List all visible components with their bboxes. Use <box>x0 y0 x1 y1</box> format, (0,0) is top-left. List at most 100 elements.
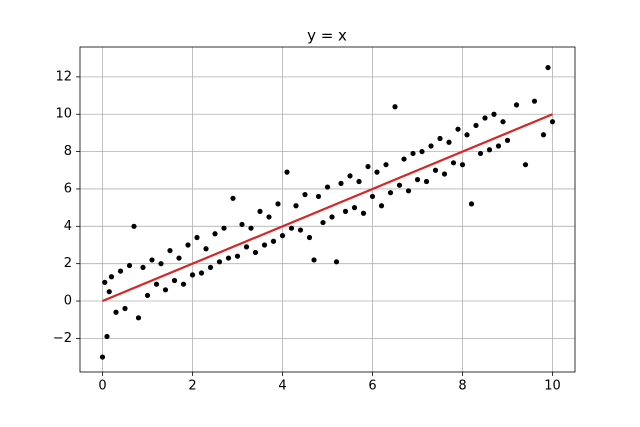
point <box>324 184 331 190</box>
point <box>108 274 115 280</box>
point <box>162 287 169 293</box>
point <box>135 315 142 321</box>
plot-frame <box>79 46 576 373</box>
point <box>446 139 452 145</box>
x-tick-label: 10 <box>544 379 561 394</box>
point <box>104 333 110 340</box>
point <box>459 162 466 168</box>
point <box>180 281 187 287</box>
point <box>356 178 362 185</box>
point <box>468 201 475 207</box>
point <box>207 264 214 271</box>
chart-title: y = x <box>307 27 347 45</box>
point <box>158 261 164 267</box>
point <box>495 143 502 149</box>
point <box>414 177 421 183</box>
point <box>279 233 286 239</box>
y-tick-label: 12 <box>55 69 72 84</box>
y-tick-label: 4 <box>64 219 72 234</box>
point <box>284 169 290 175</box>
point <box>203 246 209 252</box>
point <box>131 223 137 229</box>
point <box>230 195 236 201</box>
point <box>437 135 443 142</box>
point <box>117 268 124 274</box>
point <box>243 244 250 250</box>
point <box>401 156 407 162</box>
point <box>369 193 376 200</box>
point <box>140 264 146 271</box>
point <box>320 219 326 226</box>
point <box>342 208 349 214</box>
point <box>261 242 268 248</box>
point <box>477 150 484 157</box>
point <box>500 119 506 125</box>
point <box>288 225 295 231</box>
point <box>347 173 353 179</box>
point <box>270 238 277 244</box>
point <box>504 137 511 143</box>
point <box>432 167 439 173</box>
point <box>455 126 461 132</box>
y-tick-label: 6 <box>64 181 72 196</box>
point <box>225 255 232 261</box>
point <box>248 225 254 231</box>
point <box>315 193 322 200</box>
point <box>293 203 299 209</box>
x-tick-label: 8 <box>458 379 466 394</box>
point <box>482 115 488 121</box>
point <box>311 257 317 263</box>
point <box>450 160 457 166</box>
point <box>351 205 358 211</box>
point <box>378 203 385 209</box>
point <box>185 242 191 248</box>
x-tick-label: 0 <box>98 379 106 394</box>
point <box>405 188 412 194</box>
point <box>410 150 416 157</box>
point <box>333 259 340 265</box>
point <box>122 305 128 312</box>
x-tick-label: 4 <box>278 379 286 394</box>
point <box>360 210 367 216</box>
point <box>306 234 313 241</box>
point <box>374 169 380 175</box>
x-tick-label: 6 <box>368 379 376 394</box>
point <box>486 147 493 153</box>
point <box>419 148 425 155</box>
point <box>540 132 547 138</box>
point <box>383 162 389 168</box>
point <box>365 163 371 170</box>
y-tick-label: 2 <box>64 256 72 271</box>
point <box>113 309 119 315</box>
point <box>216 259 223 265</box>
point <box>99 354 106 360</box>
point <box>491 111 497 117</box>
point <box>149 257 155 263</box>
y-tick-label: −2 <box>53 331 72 346</box>
y-tick-label: 0 <box>64 294 72 309</box>
point <box>167 247 173 254</box>
point <box>239 221 245 228</box>
point <box>252 249 259 256</box>
point <box>144 292 151 299</box>
point <box>396 182 403 188</box>
point <box>513 102 520 108</box>
line <box>102 113 553 303</box>
point <box>387 190 394 196</box>
point <box>266 214 272 220</box>
point <box>549 119 556 125</box>
point <box>194 234 200 241</box>
point <box>189 272 196 278</box>
point <box>441 171 448 177</box>
point <box>126 262 133 269</box>
point <box>198 270 205 276</box>
point <box>234 253 241 259</box>
point <box>102 279 108 285</box>
point <box>221 225 227 231</box>
point <box>302 191 308 198</box>
point <box>275 201 281 207</box>
point <box>338 180 344 186</box>
point <box>212 231 218 237</box>
